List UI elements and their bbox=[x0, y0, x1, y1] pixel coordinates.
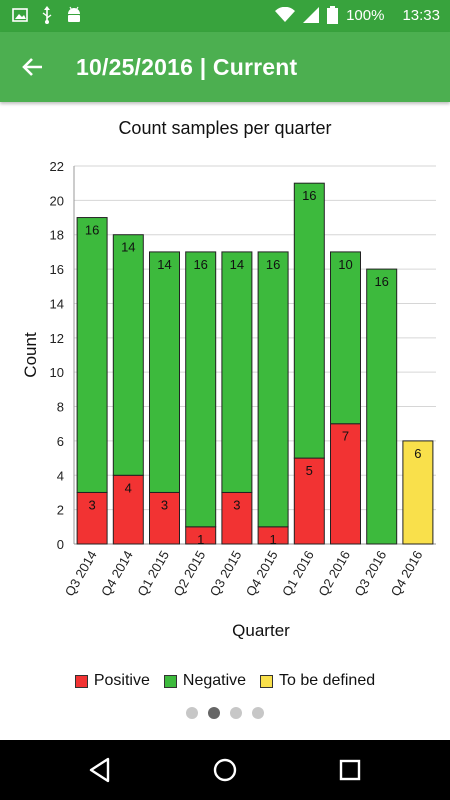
y-tick-label: 10 bbox=[50, 365, 64, 380]
x-tick-label: Q2 2016 bbox=[315, 548, 353, 599]
back-button[interactable] bbox=[16, 50, 50, 84]
bar-segment bbox=[366, 268, 398, 545]
legend-item-to-be-defined: To be defined bbox=[260, 672, 375, 690]
x-tick-label: Q4 2016 bbox=[388, 548, 426, 599]
data-label: 7 bbox=[342, 429, 349, 444]
legend-swatch-negative bbox=[163, 674, 177, 688]
image-icon bbox=[12, 8, 28, 22]
data-label: 14 bbox=[230, 257, 244, 272]
wifi-icon bbox=[275, 7, 296, 22]
bar-segment bbox=[402, 440, 434, 545]
usb-icon bbox=[42, 6, 52, 24]
bar-segment bbox=[76, 217, 108, 493]
arrow-back-icon bbox=[22, 58, 42, 76]
data-label: 16 bbox=[85, 223, 99, 238]
x-tick-label: Q3 2015 bbox=[207, 548, 245, 599]
y-tick-label: 16 bbox=[50, 262, 64, 277]
x-tick-label: Q1 2015 bbox=[134, 548, 172, 599]
battery-icon bbox=[327, 6, 339, 24]
bar-segment bbox=[257, 251, 289, 528]
data-label: 16 bbox=[193, 257, 207, 272]
y-axis-title: Count bbox=[21, 332, 40, 378]
page-dot[interactable] bbox=[208, 707, 220, 719]
back-triangle-icon[interactable] bbox=[86, 756, 114, 784]
legend-item-negative: Negative bbox=[163, 672, 247, 690]
bar-segment bbox=[330, 423, 361, 545]
y-tick-label: 6 bbox=[57, 434, 64, 449]
page-title: 10/25/2016 | Current bbox=[76, 54, 298, 80]
data-label: 16 bbox=[266, 257, 280, 272]
x-tick-label: Q4 2015 bbox=[243, 548, 281, 599]
android-icon bbox=[68, 6, 80, 22]
x-tick-label: Q3 2014 bbox=[62, 548, 100, 599]
bar-segment bbox=[185, 251, 217, 528]
y-tick-label: 8 bbox=[57, 400, 64, 415]
bar-segment bbox=[221, 251, 253, 493]
data-label: 16 bbox=[374, 274, 388, 289]
app-bar: 10/25/2016 | Current bbox=[0, 32, 450, 102]
page-dot[interactable] bbox=[186, 707, 198, 719]
chart-title: Count samples per quarter bbox=[118, 118, 332, 138]
legend-swatch-positive bbox=[74, 674, 88, 688]
data-label: 10 bbox=[338, 257, 352, 272]
legend-swatch-to-be-defined bbox=[260, 674, 274, 688]
data-label: 4 bbox=[125, 480, 132, 495]
page-dot[interactable] bbox=[252, 707, 264, 719]
data-label: 14 bbox=[157, 257, 171, 272]
data-label: 6 bbox=[414, 446, 421, 461]
home-circle-icon[interactable] bbox=[211, 756, 239, 784]
x-axis-title: Quarter bbox=[232, 621, 290, 640]
y-tick-label: 18 bbox=[50, 228, 64, 243]
y-tick-label: 0 bbox=[57, 537, 64, 552]
bar-segment bbox=[112, 234, 144, 476]
legend-label-to-be-defined: To be defined bbox=[279, 672, 376, 689]
chart-container[interactable]: Count samples per quarter 0 2 4 6 8 10 12 14 16 1… bbox=[0, 102, 450, 742]
chart-legend: Positive Negative To be defined bbox=[0, 672, 450, 690]
data-label: 1 bbox=[197, 532, 204, 547]
bar-segment bbox=[112, 474, 144, 545]
y-tick-label: 22 bbox=[50, 159, 64, 174]
page-dot[interactable] bbox=[230, 707, 242, 719]
x-tick-label: Q1 2016 bbox=[279, 548, 317, 599]
bar-segment bbox=[330, 251, 361, 425]
bar-segment bbox=[293, 457, 325, 545]
y-tick-label: 14 bbox=[50, 296, 64, 311]
x-tick-label: Q2 2015 bbox=[170, 548, 208, 599]
y-tick-label: 2 bbox=[57, 503, 64, 518]
y-tick-label: 4 bbox=[57, 468, 64, 483]
clock-time: 13:33 bbox=[402, 6, 440, 24]
data-label: 3 bbox=[161, 497, 168, 512]
data-label: 3 bbox=[88, 497, 95, 512]
data-label: 1 bbox=[269, 532, 276, 547]
data-label: 16 bbox=[302, 188, 316, 203]
legend-label-negative: Negative bbox=[182, 672, 247, 689]
data-label: 5 bbox=[306, 463, 313, 478]
signal-icon bbox=[303, 7, 320, 23]
y-tick-label: 12 bbox=[50, 331, 64, 346]
legend-item-positive: Positive bbox=[74, 672, 150, 690]
page-indicator bbox=[0, 707, 450, 719]
data-label: 14 bbox=[121, 240, 135, 255]
bar-segment bbox=[293, 182, 325, 459]
battery-percentage: 100% bbox=[346, 6, 385, 24]
data-label: 3 bbox=[233, 497, 240, 512]
x-tick-label: Q4 2014 bbox=[98, 548, 136, 599]
x-tick-label: Q3 2016 bbox=[351, 548, 389, 599]
bar-segment bbox=[149, 251, 180, 493]
navigation-bar bbox=[0, 740, 450, 800]
y-tick-label: 20 bbox=[50, 193, 64, 208]
status-bar: 100% 13:33 bbox=[0, 0, 450, 32]
legend-label-positive: Positive bbox=[93, 672, 150, 689]
recents-square-icon[interactable] bbox=[336, 756, 364, 784]
